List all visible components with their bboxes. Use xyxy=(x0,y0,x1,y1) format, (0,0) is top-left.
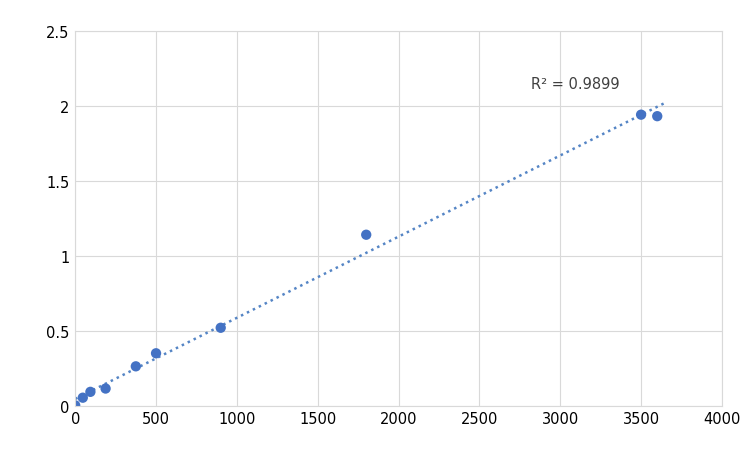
Point xyxy=(150,350,162,357)
Point xyxy=(130,363,142,370)
Point xyxy=(69,402,81,409)
Point xyxy=(215,324,227,331)
Text: R² = 0.9899: R² = 0.9899 xyxy=(531,77,620,92)
Point xyxy=(651,113,663,120)
Point xyxy=(84,388,96,396)
Point xyxy=(635,112,647,119)
Point xyxy=(77,394,89,401)
Point xyxy=(360,232,372,239)
Point xyxy=(99,385,111,392)
